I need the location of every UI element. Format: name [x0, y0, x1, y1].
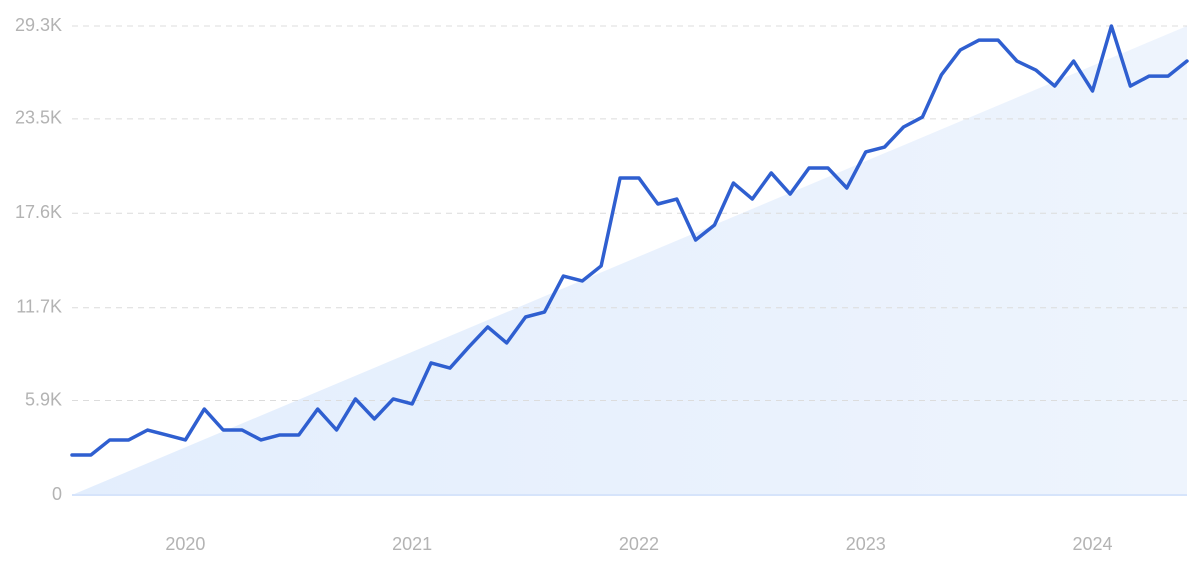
y-tick-label: 0 — [52, 484, 62, 504]
line — [70, 24, 1189, 457]
x-tick-label: 2020 — [165, 534, 205, 554]
x-tick-label: 2021 — [392, 534, 432, 554]
x-tick-label: 2024 — [1072, 534, 1112, 554]
x-tick-label: 2022 — [619, 534, 659, 554]
trend-area — [72, 26, 1187, 495]
y-tick-label: 23.5K — [15, 108, 62, 128]
y-tick-label: 29.3K — [15, 15, 62, 35]
x-tick-label: 2023 — [846, 534, 886, 554]
y-tick-label: 17.6K — [15, 202, 62, 222]
y-tick-label: 5.9K — [25, 389, 62, 409]
y-tick-label: 11.7K — [16, 296, 62, 316]
